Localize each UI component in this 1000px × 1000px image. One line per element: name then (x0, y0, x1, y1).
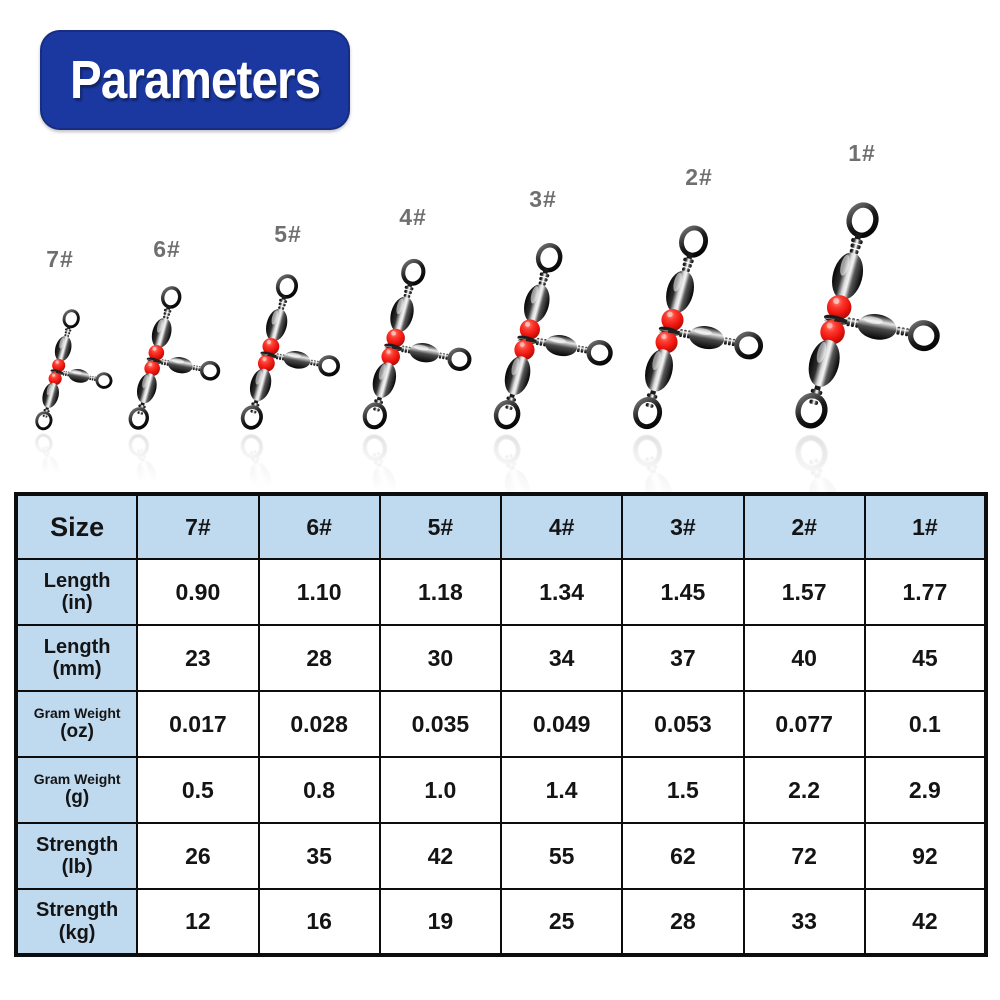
table-row-strength-kg: Strength (kg) 12 16 19 25 28 33 42 (14, 888, 988, 956)
spec-value: 0.035 (378, 690, 503, 758)
row-unit: (mm) (52, 658, 102, 680)
parameters-banner: Parameters (40, 30, 350, 130)
spec-value: 2.9 (863, 756, 988, 824)
col-header: 1# (863, 493, 988, 560)
spec-value: 1.77 (863, 558, 988, 626)
spec-value: 40 (742, 624, 866, 692)
spec-value: 1.4 (499, 756, 624, 824)
col-header: 2# (742, 493, 866, 560)
spec-value: 0.049 (499, 690, 624, 758)
spec-value: 1.45 (621, 558, 745, 626)
spec-value: 45 (863, 624, 988, 692)
spec-value: 26 (136, 822, 260, 890)
table-row-length-in: Length (in) 0.90 1.10 1.18 1.34 1.45 1.5… (14, 558, 988, 626)
spec-value: 30 (378, 624, 503, 692)
row-unit: (kg) (58, 921, 96, 944)
table-row-length-mm: Length (mm) 23 28 30 34 37 40 45 (14, 624, 988, 692)
spec-value: 1.18 (378, 558, 503, 626)
spec-value: 0.077 (742, 690, 866, 758)
row-header: Strength (kg) (14, 888, 139, 956)
product-size-label: 6# (153, 236, 181, 262)
spec-value: 25 (499, 888, 624, 956)
table-row-weight-oz: Gram Weight (oz) 0.017 0.028 0.035 0.049… (14, 690, 988, 758)
col-header: 4# (499, 493, 624, 560)
spec-table: Size 7# 6# 5# 4# 3# 2# 1# Length (in) 0.… (14, 492, 988, 957)
size-header-cell: Size (14, 493, 139, 560)
spec-value: 34 (499, 624, 624, 692)
product-size-label: 3# (529, 186, 557, 212)
product-swivel-1 (752, 196, 963, 432)
spec-value: 0.028 (257, 690, 381, 758)
spec-value: 0.8 (257, 756, 381, 824)
row-unit: (oz) (60, 721, 94, 743)
spec-value: 23 (136, 624, 260, 692)
row-label: Gram Weight (33, 704, 121, 721)
spec-value: 33 (742, 888, 866, 956)
spec-value: 1.57 (742, 558, 866, 626)
product-size-label: 7# (46, 246, 74, 272)
row-label: Length (43, 635, 111, 658)
product-size-label: 2# (685, 164, 713, 190)
spec-value: 0.90 (136, 558, 260, 626)
spec-value: 37 (621, 624, 745, 692)
spec-value: 35 (257, 822, 381, 890)
row-header: Gram Weight (g) (14, 756, 139, 824)
spec-value: 72 (742, 822, 866, 890)
spec-value: 92 (863, 822, 988, 890)
spec-value: 12 (136, 888, 260, 956)
three-way-swivel-graphic (752, 196, 963, 432)
spec-value: 0.017 (136, 690, 260, 758)
table-row-weight-g: Gram Weight (g) 0.5 0.8 1.0 1.4 1.5 2.2 … (14, 756, 988, 824)
banner-title: Parameters (69, 50, 321, 110)
spec-value: 0.1 (863, 690, 988, 758)
col-header: 5# (378, 493, 503, 560)
spec-value: 1.0 (378, 756, 503, 824)
spec-value: 1.10 (257, 558, 381, 626)
spec-value: 28 (257, 624, 381, 692)
row-header: Length (in) (14, 558, 139, 626)
row-label: Strength (36, 833, 119, 856)
spec-value: 42 (863, 888, 988, 956)
row-unit: (g) (64, 787, 90, 809)
row-header: Length (mm) (14, 624, 139, 692)
spec-value: 28 (621, 888, 745, 956)
spec-value: 19 (378, 888, 503, 956)
spec-value: 2.2 (742, 756, 866, 824)
spec-value: 16 (257, 888, 381, 956)
col-header: 7# (136, 493, 260, 560)
spec-value: 1.5 (621, 756, 745, 824)
row-label: Gram Weight (33, 770, 121, 787)
col-header: 3# (621, 493, 745, 560)
row-header: Gram Weight (oz) (14, 690, 139, 758)
product-size-label: 5# (274, 221, 302, 247)
spec-value: 0.5 (136, 756, 260, 824)
product-size-label: 1# (848, 140, 876, 166)
col-header: 6# (257, 493, 381, 560)
table-header-row: Size 7# 6# 5# 4# 3# 2# 1# (14, 493, 988, 560)
spec-value: 0.053 (621, 690, 745, 758)
spec-value: 42 (378, 822, 503, 890)
row-unit: (lb) (61, 856, 93, 878)
row-label: Length (43, 569, 111, 592)
row-label: Strength (36, 899, 119, 922)
table-row-strength-lb: Strength (lb) 26 35 42 55 62 72 92 (14, 822, 988, 890)
row-header: Strength (lb) (14, 822, 139, 890)
product-size-label: 4# (399, 204, 427, 230)
row-unit: (in) (61, 592, 93, 614)
spec-value: 62 (621, 822, 745, 890)
spec-value: 55 (499, 822, 624, 890)
spec-value: 1.34 (499, 558, 624, 626)
